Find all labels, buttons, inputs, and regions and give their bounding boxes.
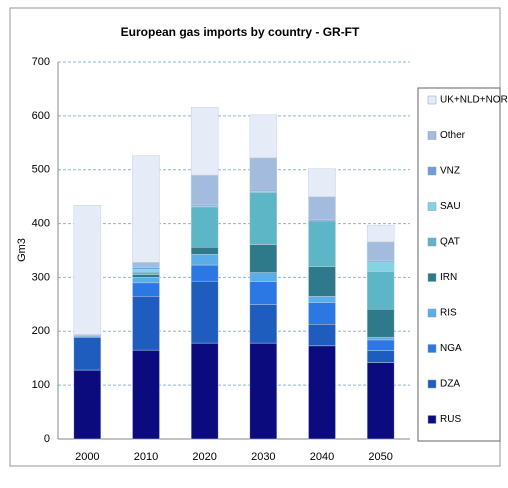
y-tick-label: 0 [44, 433, 50, 445]
legend-swatch [427, 131, 437, 140]
bar-segment [366, 336, 395, 341]
legend-label: RIS [440, 308, 457, 319]
bar-segment [132, 282, 160, 297]
bar-segment [249, 272, 278, 282]
y-tick-label: 200 [32, 325, 50, 337]
legend-swatch [427, 202, 437, 211]
x-tick-label: 2030 [251, 451, 275, 463]
bar-segment [366, 271, 395, 310]
bar-segment [308, 345, 336, 440]
bar-segment [366, 362, 395, 440]
y-tick-label: 400 [32, 217, 50, 229]
legend-label: IRN [440, 272, 457, 283]
bar-segment [132, 296, 160, 351]
bar-segment [366, 224, 395, 243]
bar-segment [249, 157, 278, 191]
bar-segment [366, 308, 395, 338]
bar-segment [249, 304, 278, 344]
x-tick-label: 2000 [75, 451, 99, 463]
legend-label: Other [440, 130, 466, 141]
bar-segment [366, 261, 395, 272]
legend-swatch [427, 379, 437, 389]
legend-swatch [427, 415, 437, 424]
bar-segment [190, 174, 219, 205]
bar-segment [308, 220, 336, 267]
bar-segment [190, 247, 219, 255]
bar-segment [132, 155, 160, 263]
bar-segment [308, 324, 336, 347]
bar-segment [249, 244, 278, 273]
legend-label: NGA [440, 343, 462, 354]
bar-segment [308, 266, 336, 297]
bar-segment [190, 254, 219, 266]
bar-segment [249, 192, 278, 245]
bar-segment [73, 205, 102, 335]
legend-label: QAT [440, 237, 460, 248]
legend-swatch [427, 344, 437, 353]
bar-segment [190, 206, 219, 248]
bar-segment [366, 350, 395, 363]
bar-segment [366, 339, 395, 351]
x-tick-label: 2010 [134, 451, 158, 463]
legend-swatch [427, 273, 437, 282]
legend-label: RUS [440, 414, 461, 425]
bar-segment [308, 302, 336, 325]
bar-segment [190, 264, 219, 282]
bar-segment [308, 296, 336, 303]
bar-segment [132, 271, 160, 275]
bar-segment [132, 349, 160, 440]
bar-segment [249, 114, 278, 159]
legend-label: DZA [440, 379, 460, 390]
bar-segment [190, 280, 219, 344]
legend-swatch [427, 166, 437, 176]
x-tick-label: 2020 [192, 451, 216, 463]
chart-title: European gas imports by country - GR-FT [121, 25, 360, 39]
legend-swatch [427, 95, 437, 105]
legend-label: VNZ [440, 166, 460, 177]
bar-segment [308, 196, 336, 221]
bar-segment [73, 369, 102, 440]
y-tick-label: 600 [32, 110, 50, 122]
bar-segment [132, 269, 160, 273]
y-tick-label: 100 [32, 379, 50, 391]
legend-label: UK+NLD+NOR [440, 95, 508, 106]
x-tick-label: 2040 [310, 451, 334, 463]
y-axis-label: Gm3 [16, 238, 28, 262]
bar-segment [190, 342, 219, 440]
bar-segment [249, 281, 278, 305]
y-tick-label: 300 [32, 271, 50, 283]
bar-segment [308, 168, 336, 197]
legend-swatch [427, 308, 437, 318]
y-tick-label: 700 [32, 56, 50, 68]
bar-segment [73, 337, 102, 371]
bar-segment [132, 274, 160, 278]
bar-segment [132, 277, 160, 284]
legend-swatch [427, 237, 437, 247]
bar-segment [132, 262, 160, 268]
bar-segment [366, 241, 395, 261]
bar-segment [249, 342, 278, 440]
bar-segment [190, 106, 219, 176]
y-tick-label: 500 [32, 164, 50, 176]
legend-label: SAU [440, 201, 461, 212]
x-tick-label: 2050 [368, 451, 392, 463]
